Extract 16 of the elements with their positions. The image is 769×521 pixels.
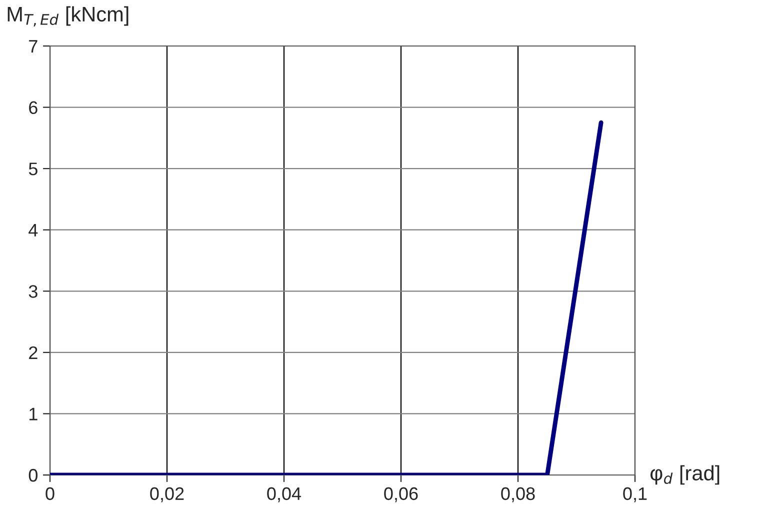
y-tick-label: 2 bbox=[29, 346, 38, 359]
x-tick-label: 0,08 bbox=[501, 487, 535, 502]
y-tick-label: 0 bbox=[28, 468, 38, 482]
x-tick-label: 0,1 bbox=[623, 487, 647, 502]
x-tick-label: 0,02 bbox=[150, 487, 184, 502]
y-axis-title: M$_{T,Ed}$ [kNcm] bbox=[8, 6, 128, 26]
y-tick-label: 5 bbox=[28, 162, 38, 176]
x-tick-label: 0 bbox=[46, 487, 54, 500]
x-tick-label: 0,06 bbox=[384, 487, 418, 502]
y-tick-label: 6 bbox=[29, 101, 38, 114]
x-tick-label: 0,04 bbox=[267, 487, 302, 502]
y-tick-label: 3 bbox=[28, 285, 38, 298]
y-tick-label: 1 bbox=[30, 408, 38, 420]
y-tick-label: 4 bbox=[28, 224, 38, 236]
x-axis-title: φ$_{d}$ [rad] bbox=[650, 465, 720, 485]
y-tick-label: 7 bbox=[29, 40, 38, 53]
